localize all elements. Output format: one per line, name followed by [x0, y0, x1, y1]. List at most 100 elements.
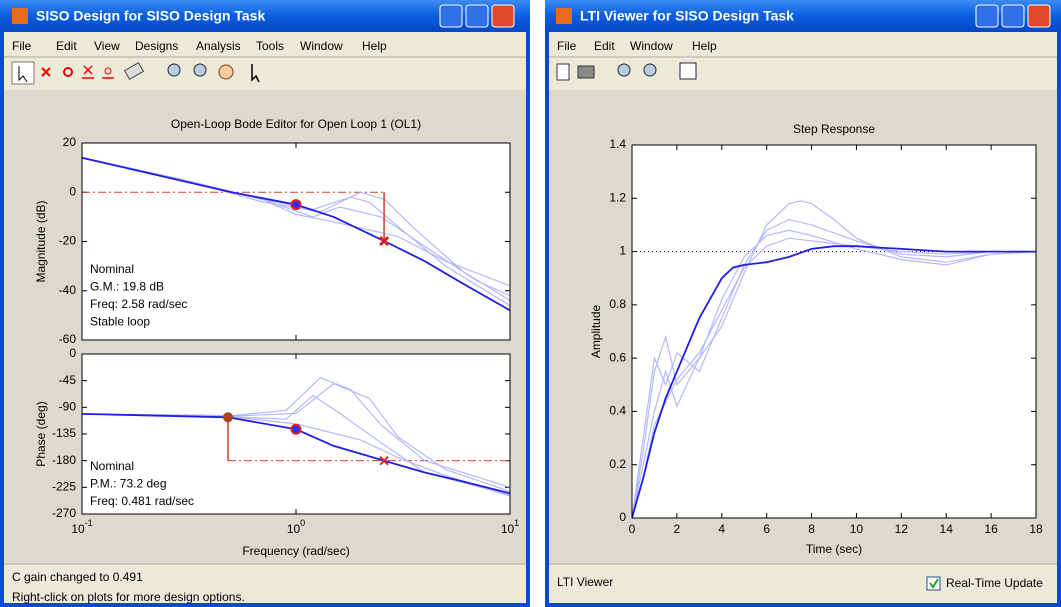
maximize-button[interactable] [1001, 4, 1025, 28]
print-button[interactable] [577, 65, 595, 79]
help-tool[interactable] [251, 64, 260, 83]
y-axis-label: Amplitude [589, 305, 603, 359]
plot-config-button[interactable] [679, 62, 697, 80]
x-tick-label: 101 [501, 518, 519, 536]
x-tick-label: 6 [763, 522, 770, 536]
menu-item[interactable]: File [557, 39, 577, 53]
zoom-in-tool[interactable] [167, 63, 181, 77]
status-text: LTI Viewer [557, 575, 613, 589]
menu-item[interactable]: File [12, 39, 32, 53]
y-tick-label: -135 [52, 426, 76, 440]
axes-frame [81, 353, 511, 515]
menu-item[interactable]: Analysis [196, 39, 241, 53]
x-tick-label: 0 [629, 522, 636, 536]
status-text: Right-click on plots for more design opt… [12, 590, 245, 604]
annotation: P.M.: 73.2 deg [90, 477, 167, 491]
zoom-out-tool[interactable] [193, 63, 207, 77]
marker-dot [222, 412, 233, 423]
plot-content [82, 377, 510, 497]
chart: Open-Loop Bode Editor for Open Loop 1 (O… [34, 117, 511, 346]
close-button[interactable] [491, 4, 515, 28]
maximize-button[interactable] [465, 4, 489, 28]
plot-content [82, 156, 510, 312]
x-tick-label: 10 [850, 522, 864, 536]
menu-item[interactable]: Help [692, 39, 717, 53]
y-tick-label: -225 [52, 480, 76, 494]
erase-tool[interactable] [123, 61, 145, 81]
x-tick-label: 16 [984, 522, 998, 536]
menu-item[interactable]: Help [362, 39, 387, 53]
y-axis-label: Magnitude (dB) [34, 200, 48, 282]
add-zero-tool[interactable] [63, 67, 73, 77]
menu-item[interactable]: View [94, 39, 120, 53]
add-pole-tool[interactable] [41, 67, 51, 77]
select-tool[interactable] [11, 61, 35, 85]
y-tick-label: -90 [59, 400, 77, 414]
y-tick-label: -40 [59, 283, 77, 297]
y-tick-label: 0 [69, 346, 76, 360]
toolbar [556, 62, 697, 81]
chart-title: Step Response [793, 122, 875, 136]
annotation: Nominal [90, 262, 134, 276]
annotation: Stable loop [90, 315, 150, 329]
menu-item[interactable]: Edit [56, 39, 77, 53]
series-line [632, 245, 1036, 518]
app-icon [12, 8, 28, 24]
x-tick-label: 18 [1029, 522, 1043, 536]
x-tick-label: 2 [674, 522, 681, 536]
series-line [632, 200, 1036, 518]
series-line [82, 377, 510, 488]
x-axis-label: Frequency (rad/sec) [242, 544, 349, 558]
menu-item[interactable]: Window [630, 39, 673, 53]
axes-frame [631, 144, 1037, 519]
marker-circle [290, 423, 302, 435]
y-tick-label: 1.4 [609, 137, 626, 151]
zoom-in-button[interactable] [617, 63, 631, 77]
toolbar [11, 61, 260, 85]
plot-area [632, 145, 1036, 518]
zoom-out-button[interactable] [643, 63, 657, 77]
menu-item[interactable]: Window [300, 39, 343, 53]
y-tick-label: -180 [52, 453, 76, 467]
x-tick-label: 100 [287, 518, 305, 536]
zero-icon [104, 67, 112, 75]
title-bar [545, 0, 1061, 32]
chart: Phase (deg) Frequency (rad/sec) 0 -45 -90 -13… [34, 346, 519, 558]
check-mark [929, 578, 939, 589]
marker-circle [290, 199, 302, 211]
minimize-button[interactable] [975, 4, 999, 28]
new-button[interactable] [556, 63, 570, 81]
app-icon [556, 8, 572, 24]
plot-area [82, 143, 510, 340]
menu-item[interactable]: Tools [256, 39, 284, 53]
x-tick-label: 14 [940, 522, 954, 536]
y-tick-label: 0.6 [609, 350, 626, 364]
y-tick-label: 20 [63, 135, 77, 149]
close-button[interactable] [1027, 4, 1051, 28]
x-tick-label: 4 [718, 522, 725, 536]
y-tick-label: 0 [619, 510, 626, 524]
menu-item[interactable]: Edit [594, 39, 615, 53]
minimize-button[interactable] [439, 4, 463, 28]
checkbox-label[interactable]: Real-Time Update [946, 576, 1043, 590]
add-complex-pole-tool[interactable] [82, 65, 94, 79]
marker-cross [379, 455, 389, 466]
x-tick-label: 10-1 [71, 518, 92, 536]
window-title: LTI Viewer for SISO Design Task [580, 8, 794, 24]
tick-base: 10 [501, 522, 515, 536]
chart-title: Open-Loop Bode Editor for Open Loop 1 (O… [171, 117, 421, 131]
pan-tool[interactable] [218, 64, 234, 80]
annotation: Freq: 0.481 rad/sec [90, 494, 194, 508]
y-tick-label: 0 [69, 184, 76, 198]
plot-content [632, 200, 1036, 518]
x-tick-label: 8 [808, 522, 815, 536]
series-line [632, 229, 1036, 518]
annotation: Nominal [90, 459, 134, 473]
tick-base: 10 [287, 522, 301, 536]
y-tick-label: -20 [59, 234, 77, 248]
menu-item[interactable]: Designs [135, 39, 178, 53]
y-tick-label: -45 [59, 373, 77, 387]
series-line [632, 218, 1036, 518]
y-tick-label: 0.4 [609, 404, 626, 418]
